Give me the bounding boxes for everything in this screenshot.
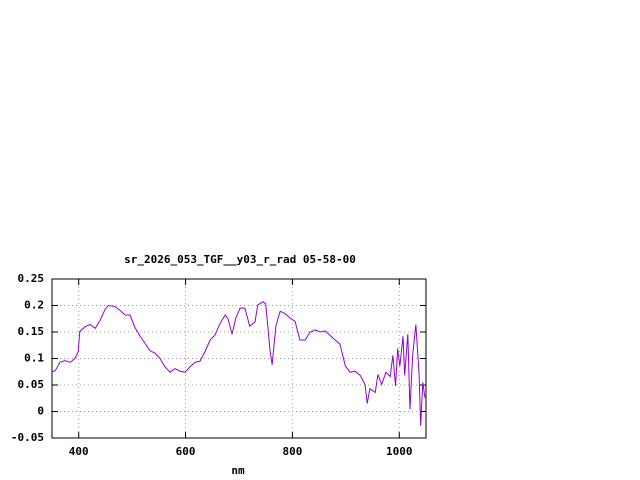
- y-tick-label: 0.1: [24, 352, 44, 365]
- y-tick-label: 0.2: [24, 299, 44, 312]
- x-tick-label: 800: [282, 445, 302, 458]
- chart-title: sr_2026_053_TGF__y03_r_rad 05-58-00: [124, 253, 356, 266]
- plot-border: [51, 278, 427, 439]
- y-tick-label: 0.25: [18, 272, 45, 285]
- y-tick-label: 0.15: [18, 325, 45, 338]
- y-tick-label: -0.05: [11, 431, 44, 444]
- x-tick-label: 600: [176, 445, 196, 458]
- x-tick-label: 400: [69, 445, 89, 458]
- x-tick-label: 1000: [386, 445, 413, 458]
- y-tick-label: 0: [37, 405, 44, 418]
- y-tick-label: 0.05: [18, 378, 45, 391]
- data-line: [51, 301, 426, 426]
- x-axis-label: nm: [231, 464, 245, 477]
